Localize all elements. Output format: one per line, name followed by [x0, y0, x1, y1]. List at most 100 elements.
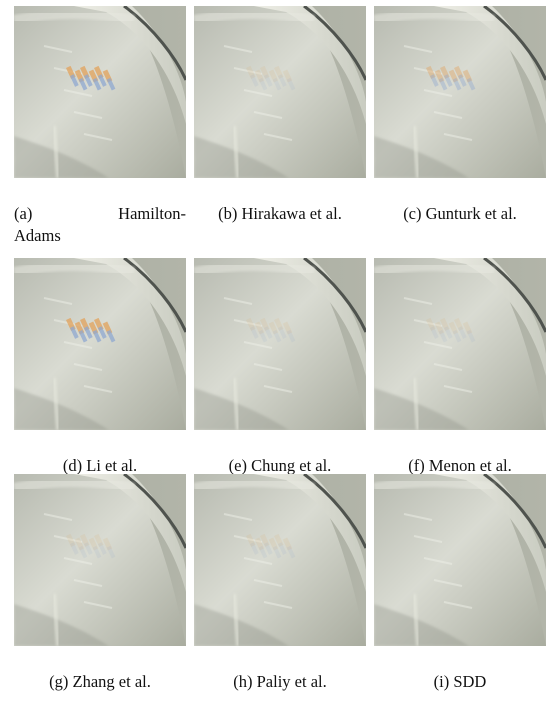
color-artifact-orange [246, 65, 256, 79]
panel-image-svg [194, 6, 366, 178]
color-artifact-blue [78, 77, 88, 91]
panel-image-svg [14, 6, 186, 178]
surface-streak [253, 363, 283, 371]
dome-shadow [194, 388, 289, 430]
color-artifact-blue [69, 542, 79, 555]
panel-caption: (c) Gunturk et al. [403, 204, 517, 223]
surface-streak [433, 363, 463, 371]
dome-shadow [194, 136, 289, 178]
color-artifact-blue [250, 542, 259, 555]
top-highlight [194, 477, 315, 493]
panel-caption: (h) Paliy et al. [233, 672, 327, 691]
color-artifact-orange [260, 317, 270, 331]
surface-streak [73, 579, 103, 587]
surface-streak [413, 67, 443, 75]
panel-image-svg [14, 474, 186, 646]
color-artifact-blue [458, 74, 467, 87]
surface-streak [83, 133, 113, 141]
surface-streak [243, 341, 273, 349]
color-artifact-orange [440, 65, 450, 79]
panel-image-svg [374, 6, 546, 178]
color-artifact-orange [454, 65, 464, 79]
color-artifact-blue [444, 326, 453, 339]
surface-streak [43, 513, 73, 521]
color-artifact-orange [254, 321, 265, 335]
color-artifact-blue [250, 74, 259, 87]
panel-image-svg [194, 258, 366, 430]
panel-caption: (d) Li et al. [62, 456, 138, 475]
rim-edge [303, 6, 366, 81]
surface-streak [233, 319, 263, 327]
rim-edge [483, 6, 546, 81]
surface-streak [243, 557, 273, 565]
color-artifact-blue [272, 329, 282, 343]
caption-text-part2: Adams [14, 226, 61, 245]
surface-streak [63, 557, 93, 565]
caption-text-part1: Hamilton- [118, 204, 186, 223]
color-artifact-orange [282, 537, 293, 551]
color-artifact-blue [106, 77, 116, 91]
color-artifact-blue [92, 329, 102, 343]
surface-streak [433, 111, 463, 119]
vertical-streak [232, 125, 240, 178]
color-artifact-orange [282, 321, 293, 335]
rim-band [74, 474, 186, 592]
panel-image [374, 6, 546, 178]
color-artifact-blue [69, 74, 79, 87]
color-artifact-orange [246, 317, 256, 331]
surface-streak [83, 385, 113, 393]
caption-label: (a) [14, 204, 33, 223]
panel-image-svg [374, 258, 546, 430]
surface-streak [253, 111, 283, 119]
rim-edge [303, 474, 366, 549]
panel-image [374, 474, 546, 646]
surface-streak [233, 67, 263, 75]
surface-streak [423, 89, 453, 97]
dome-shadow [374, 604, 469, 646]
color-artifact-orange [440, 317, 450, 331]
color-artifact-orange [268, 321, 279, 335]
rim-band [434, 474, 546, 592]
top-highlight [374, 261, 495, 277]
color-artifact-orange [254, 69, 265, 83]
color-artifact-orange [94, 533, 104, 547]
top-highlight [194, 261, 315, 277]
color-artifact-orange [74, 537, 85, 551]
color-artifact-orange [448, 69, 459, 83]
top-highlight [14, 9, 135, 25]
surface-streak [443, 385, 473, 393]
rim-band [74, 6, 186, 124]
color-artifact-orange [254, 537, 265, 551]
panel-caption: (b) Hirakawa et al. [218, 204, 342, 223]
color-artifact-blue [258, 77, 268, 91]
color-artifact-blue [83, 542, 93, 555]
panel-caption: (e) Chung et al. [228, 456, 332, 475]
vertical-streak [52, 593, 60, 646]
panel-image [14, 258, 186, 430]
color-artifact-orange [448, 321, 459, 335]
surface-streak [423, 557, 453, 565]
color-artifact-orange [282, 69, 293, 83]
vertical-streak [412, 377, 420, 430]
color-artifact-blue [264, 542, 273, 555]
color-artifact-blue [438, 77, 448, 91]
panel-caption: (a) Hamilton- Adams [14, 203, 186, 247]
color-artifact-blue [83, 326, 93, 339]
top-highlight [194, 9, 315, 25]
surface-streak [263, 133, 293, 141]
rim-edge [123, 258, 186, 333]
color-artifact-orange [246, 533, 256, 547]
panel-image [194, 258, 366, 430]
vertical-streak [412, 125, 420, 178]
rim-band [254, 474, 366, 592]
color-artifact-blue [452, 77, 462, 91]
color-artifact-orange [425, 317, 436, 331]
panel-caption: (i) SDD [433, 672, 487, 691]
surface-streak [53, 535, 83, 543]
color-artifact-orange [434, 321, 445, 335]
panel-image [14, 6, 186, 178]
color-artifact-blue [97, 542, 107, 555]
panel-image-svg [14, 258, 186, 430]
color-artifact-blue [106, 329, 116, 343]
color-artifact-blue [78, 329, 88, 343]
